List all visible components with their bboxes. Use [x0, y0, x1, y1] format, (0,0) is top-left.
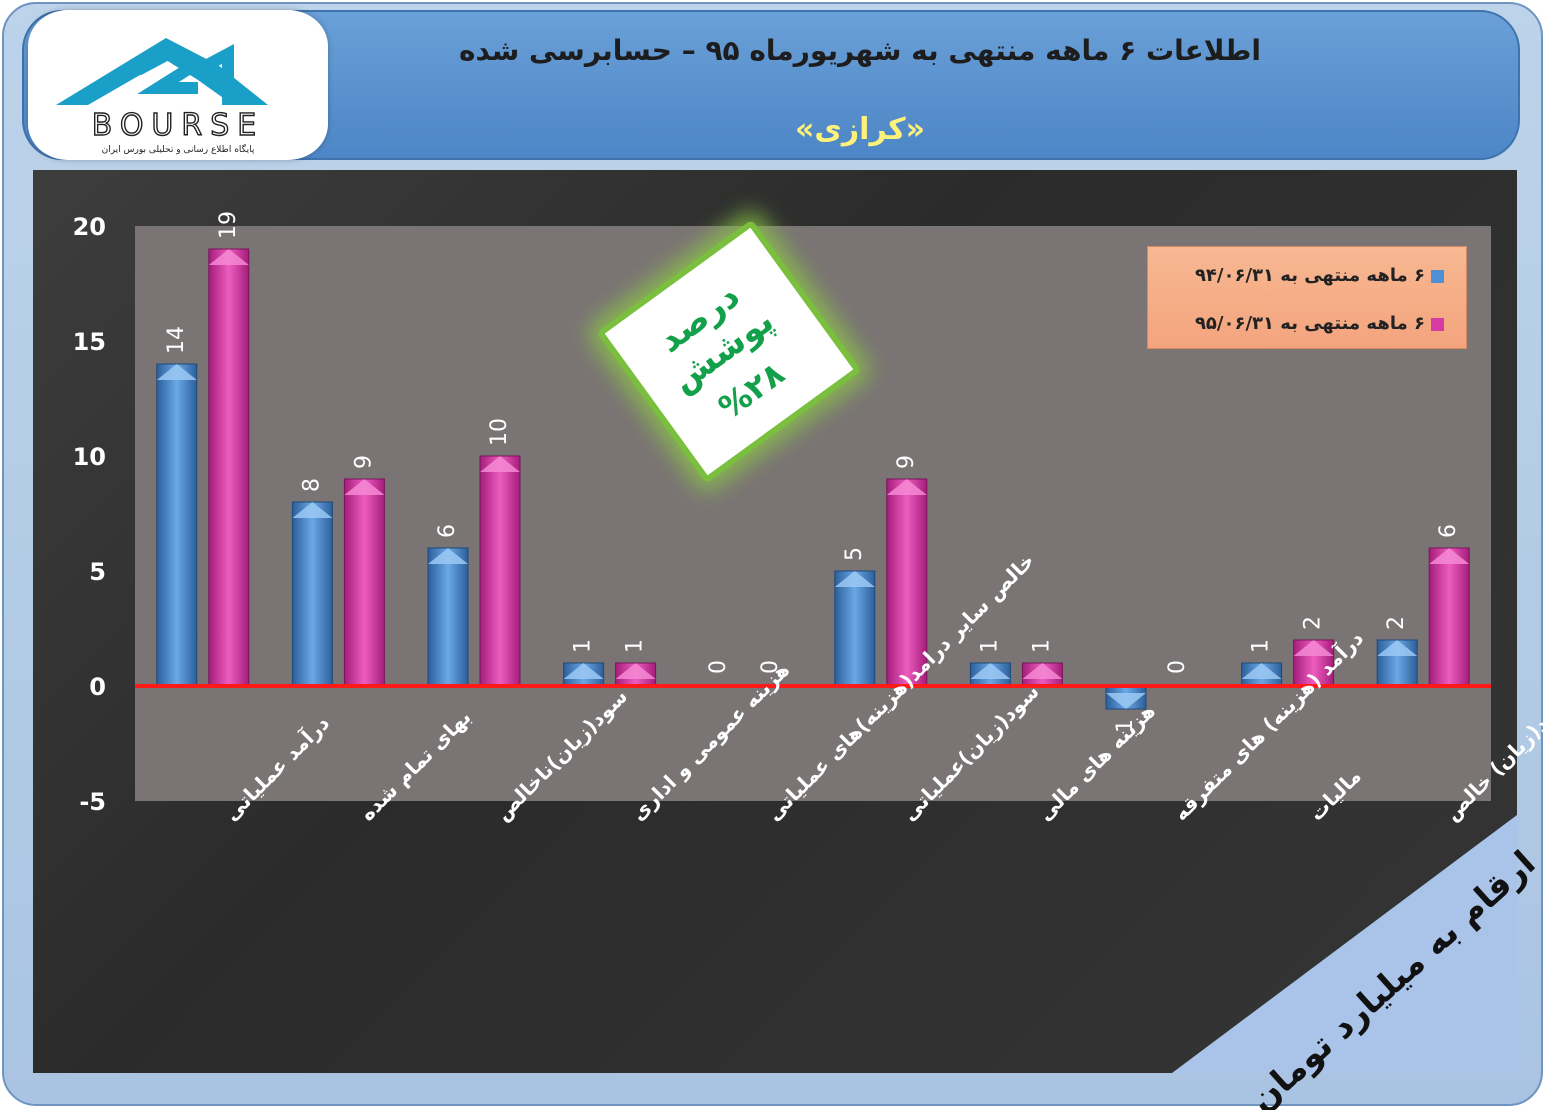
bar-data-label: -1	[1113, 719, 1138, 741]
bar-series-1	[427, 547, 469, 687]
bar-cap	[886, 479, 927, 495]
y-tick-label: 15	[73, 328, 106, 356]
bar-data-label: 1	[571, 639, 596, 653]
bar-data-label: 10	[487, 418, 512, 446]
page-title: اطلاعات ۶ ماهه منتهی به شهریورماه ۹۵ – ح…	[458, 34, 1261, 67]
bar-cap	[156, 364, 197, 380]
page-subtitle: «کرازی»	[795, 112, 925, 147]
chart-legend: ۶ ماهه منتهی به ۹۴/۰۶/۳۱ ۶ ماهه منتهی به…	[1147, 246, 1467, 349]
bar-cap	[344, 479, 385, 495]
y-tick-label: -5	[79, 788, 106, 816]
bar-cap	[563, 663, 604, 679]
bar-cap	[1377, 640, 1418, 656]
bar-data-label: 5	[842, 547, 867, 561]
bar-cap	[1241, 663, 1282, 679]
bar-data-label: 9	[351, 455, 376, 469]
bourse-logo: BOURSE پایگاه اطلاع رسانی و تحلیلی بورس …	[28, 10, 328, 160]
bar-data-label: 6	[435, 524, 460, 538]
bar-data-label: 1	[623, 639, 648, 653]
bar-cap	[1429, 548, 1470, 564]
bar-series-1	[291, 501, 333, 687]
bar-series-1	[156, 363, 198, 687]
bar-cap	[970, 663, 1011, 679]
bar-cap	[208, 249, 249, 265]
bar-data-label: 19	[216, 211, 241, 239]
bar-data-label: 8	[299, 478, 324, 492]
bar-series-2	[886, 478, 928, 687]
bar-data-label: 14	[164, 326, 189, 354]
bar-cap	[1106, 693, 1146, 709]
bar-data-label: 0	[706, 660, 731, 674]
bar-cap	[1022, 663, 1063, 679]
bar-data-label: 0	[1165, 660, 1190, 674]
bar-cap	[834, 571, 875, 587]
bar-data-label: 6	[1436, 524, 1461, 538]
legend-swatch-1	[1431, 269, 1444, 283]
y-tick-label: 20	[73, 213, 106, 241]
bar-data-label: 0	[758, 660, 783, 674]
legend-item-1: ۶ ماهه منتهی به ۹۴/۰۶/۳۱	[1195, 265, 1444, 286]
bar-data-label: 1	[1249, 639, 1274, 653]
y-tick-label: 0	[89, 673, 106, 701]
bar-cap	[428, 548, 468, 564]
y-tick-label: 5	[89, 558, 106, 586]
bar-cap	[292, 502, 333, 518]
logo-tagline: پایگاه اطلاع رسانی و تحلیلی بورس ایران	[102, 143, 255, 155]
bar-data-label: 1	[977, 639, 1002, 653]
logo-brand: BOURSE	[92, 108, 264, 143]
legend-label-1: ۶ ماهه منتهی به ۹۴/۰۶/۳۱	[1194, 265, 1425, 286]
legend-swatch-2	[1431, 317, 1444, 331]
bar-data-label: 2	[1301, 616, 1326, 630]
bar-data-label: 2	[1384, 616, 1409, 630]
bar-cap	[480, 456, 520, 472]
legend-label-2: ۶ ماهه منتهی به ۹۵/۰۶/۳۱	[1194, 313, 1425, 334]
bar-cap	[1293, 640, 1334, 656]
bar-data-label: 1	[1029, 639, 1054, 653]
y-tick-label: 10	[73, 443, 106, 471]
bar-data-label: 9	[894, 455, 919, 469]
bar-cap	[615, 663, 656, 679]
legend-item-2: ۶ ماهه منتهی به ۹۵/۰۶/۳۱	[1195, 313, 1444, 334]
